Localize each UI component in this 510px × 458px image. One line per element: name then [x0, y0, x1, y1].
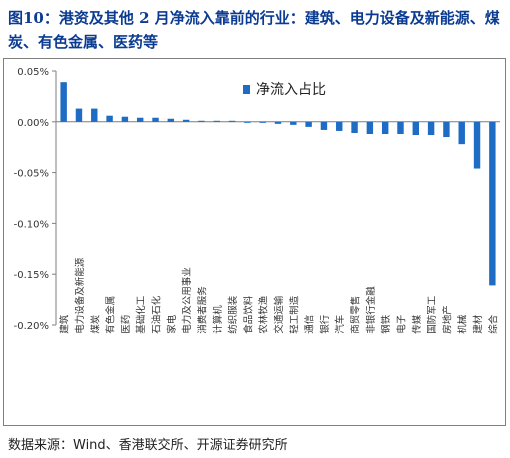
source-note: 数据来源：Wind、香港联交所、开源证券研究所: [8, 438, 288, 453]
bar-19: [351, 121, 358, 133]
legend-label: 净流入占比: [256, 82, 326, 98]
x-tick-label: 有色金属: [105, 296, 117, 334]
y-tick-label: -0.10%: [14, 219, 49, 230]
bar-28: [489, 121, 496, 286]
bar-25: [443, 121, 450, 138]
bar-17: [320, 121, 328, 130]
bar-27: [473, 121, 481, 169]
x-tick-label: 综合: [487, 314, 499, 334]
x-tick-label: 房地产: [441, 305, 453, 334]
x-tick-label: 商贸零售: [350, 296, 362, 334]
x-tick-label: 医药: [121, 315, 132, 334]
x-tick-label: 汽车: [334, 315, 346, 334]
x-tick-label: 电子: [395, 314, 407, 334]
bar-14: [274, 121, 282, 124]
x-tick-label: 家电: [166, 314, 178, 334]
bar-22: [397, 121, 404, 134]
x-tick-label: 银行: [319, 314, 331, 334]
bar-21: [381, 121, 389, 134]
y-tick-label: -0.05%: [14, 169, 49, 180]
x-tick-label: 纺织服装: [227, 295, 239, 334]
x-tick-label: 石油石化: [151, 295, 163, 334]
y-tick-label: 0.00%: [17, 118, 49, 129]
page-title: 图10：港资及其他 2 月净流入靠前的行业：建筑、电力设备及新能源、煤炭、有色金…: [8, 9, 500, 51]
bar-23: [412, 121, 420, 136]
bar-6: [152, 117, 159, 122]
bar-2: [91, 108, 98, 122]
y-axis: 0.05% 0.00% -0.05% -0.10% -0.15% -0.20%: [14, 67, 500, 332]
x-tick-label: 机械: [457, 314, 469, 334]
y-tick-label: -0.20%: [14, 321, 49, 332]
bar-1: [75, 108, 83, 122]
bar-26: [458, 121, 465, 145]
chart-frame: [3, 58, 506, 426]
x-tick-label: 农林牧渔: [258, 295, 270, 334]
bars: [60, 82, 496, 286]
x-tick-label: 通信: [304, 315, 316, 334]
bar-5: [136, 117, 144, 122]
bar-8: [182, 119, 190, 122]
bar-11: [228, 120, 236, 122]
x-tick-label: 国防军工: [426, 295, 438, 334]
bar-10: [213, 120, 220, 122]
x-tick-label: 建筑: [59, 314, 71, 334]
legend: 净流入占比: [243, 82, 326, 98]
x-tick-label: 计算机: [212, 305, 224, 334]
x-tick-label: 食品饮料: [242, 295, 254, 334]
bar-24: [427, 121, 435, 136]
bar-chart: 0.05% 0.00% -0.05% -0.10% -0.15% -0.20% 建筑 电力设…: [14, 67, 500, 334]
x-tick-label: 煤炭: [89, 314, 101, 334]
x-tick-label: 钢铁: [380, 314, 392, 334]
x-tick-label: 消费者服务: [196, 286, 208, 334]
bar-3: [106, 115, 113, 122]
bar-12: [244, 121, 251, 123]
x-tick-label: 传媒: [411, 314, 423, 334]
bar-16: [305, 121, 312, 127]
bar-0: [60, 82, 67, 122]
bar-18: [336, 121, 343, 131]
x-tick-label: 交通运输: [273, 295, 285, 334]
y-tick-label: 0.05%: [17, 67, 49, 78]
x-tick-label: 轻工制造: [288, 295, 300, 334]
x-tick-label: 建材: [472, 314, 484, 334]
bar-4: [121, 116, 129, 122]
x-tick-label: 非银行金融: [365, 286, 377, 334]
legend-swatch: [243, 85, 250, 94]
bar-9: [198, 120, 205, 122]
x-axis-labels: 建筑 电力设备及新能源 煤炭 有色金属 医药 基础化工 石油石化 家电 电力及公用事业 消费者服务…: [59, 257, 500, 334]
x-tick-label: 电力设备及新能源: [74, 257, 86, 334]
y-tick-label: -0.15%: [14, 270, 49, 281]
x-tick-label: 电力及公用事业: [181, 267, 193, 334]
x-tick-label: 基础化工: [135, 295, 147, 334]
bar-15: [290, 121, 297, 125]
bar-13: [259, 121, 266, 123]
bar-7: [167, 118, 175, 122]
bar-20: [366, 121, 374, 134]
